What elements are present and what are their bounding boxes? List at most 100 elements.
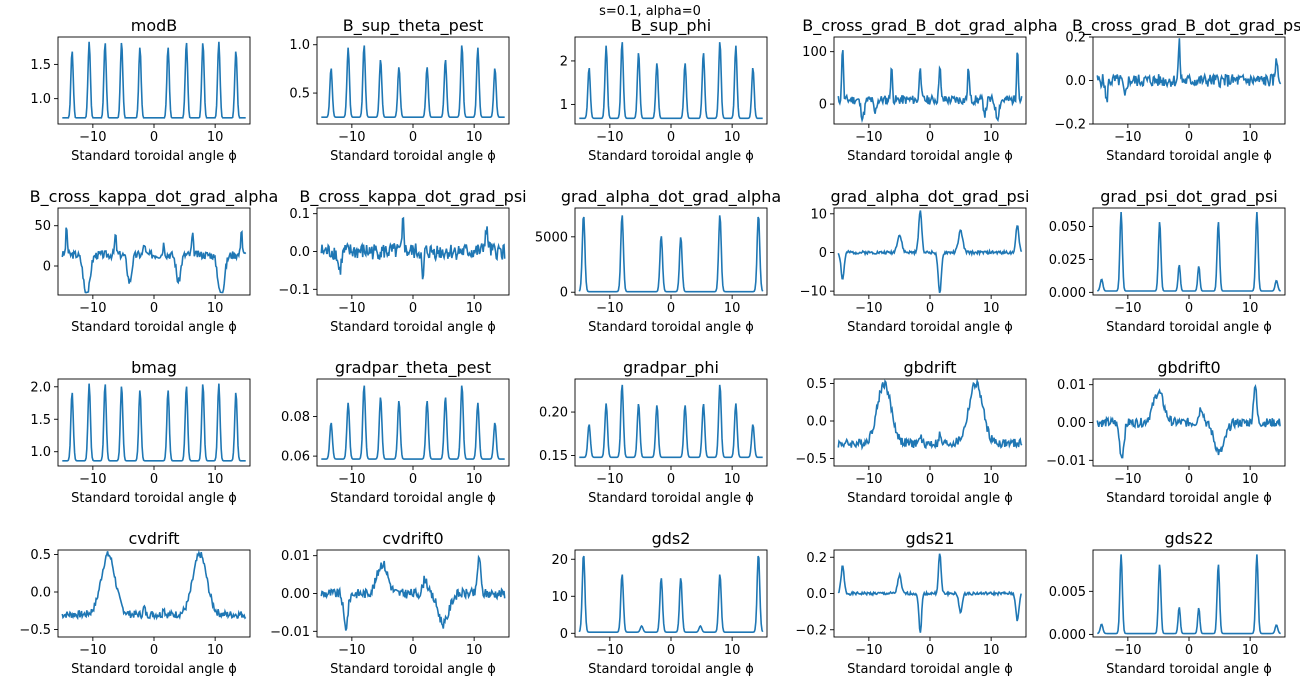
x-tick-label: 10 — [724, 301, 741, 316]
subplot-title: B_cross_grad_B_dot_grad_psi — [1072, 16, 1300, 36]
x-axis-label: Standard toroidal angle ϕ — [847, 320, 1013, 335]
y-tick-label: 0.005 — [1049, 585, 1086, 600]
subplot-title: gradpar_theta_pest — [335, 358, 491, 378]
subplot-title: grad_psi_dot_grad_psi — [1100, 187, 1277, 207]
y-tick-label: 20 — [551, 553, 568, 568]
y-tick-label: 0.0 — [289, 245, 310, 260]
axes-frame — [833, 36, 1027, 125]
x-axis-label: Standard toroidal angle ϕ — [1106, 320, 1272, 335]
x-axis-label: Standard toroidal angle ϕ — [330, 320, 496, 335]
x-tick-label: −10 — [1114, 130, 1141, 145]
y-tick-label: −0.2 — [795, 623, 827, 638]
x-tick-label: −10 — [79, 472, 106, 487]
series-line — [837, 210, 1023, 294]
x-tick-label: −10 — [79, 130, 106, 145]
subplot-title: bmag — [131, 358, 177, 377]
x-tick-label: −10 — [596, 301, 623, 316]
y-tick-label: 0.0 — [1065, 74, 1086, 89]
series-line — [62, 41, 246, 119]
axes-frame — [57, 549, 251, 638]
y-tick-label: −0.1 — [278, 283, 310, 298]
x-tick-label: 0 — [1185, 130, 1193, 145]
subplot-b-sup-theta-pest: B_sup_theta_pest −10 0 10 0.5 1.0 Standard tor… — [289, 16, 510, 164]
x-tick-label: 0 — [1185, 301, 1193, 316]
series-line — [578, 215, 764, 293]
subplot-title: B_cross_grad_B_dot_grad_alpha — [802, 16, 1057, 36]
subplot-title: gds2 — [652, 529, 691, 548]
series-line — [1096, 383, 1281, 459]
subplot-title: gbdrift0 — [1157, 358, 1220, 377]
y-tick-label: 0.15 — [539, 449, 568, 464]
y-tick-label: 2 — [560, 54, 568, 69]
figure-suptitle: s=0.1, alpha=0 — [599, 4, 701, 19]
y-tick-label: 0 — [560, 627, 568, 642]
y-tick-label: 0.08 — [281, 410, 310, 425]
x-tick-label: 10 — [724, 643, 741, 658]
y-tick-label: 2.0 — [30, 380, 51, 395]
subplot-title: modB — [131, 16, 178, 35]
x-axis-label: Standard toroidal angle ϕ — [1106, 149, 1272, 164]
x-tick-label: −10 — [596, 130, 623, 145]
subplot-gds21: gds21 −10 0 10 −0.2 0.0 0.2 Standard toroidal a… — [795, 529, 1027, 677]
y-tick-label: 0.050 — [1049, 220, 1086, 235]
y-tick-label: 0.5 — [806, 377, 827, 392]
x-tick-label: −10 — [338, 472, 365, 487]
y-tick-label: 100 — [802, 45, 827, 60]
y-tick-label: 0.1 — [289, 207, 310, 222]
subplot-b-cross-grad-b-dot-grad-alpha: B_cross_grad_B_dot_grad_alpha−10 0 100100S… — [802, 16, 1058, 164]
x-tick-label: 0 — [926, 130, 934, 145]
x-tick-label: −10 — [855, 301, 882, 316]
series-line — [1096, 38, 1282, 103]
subplot-gds2: gds2 −10 0 10 0 10 20 Standard toroidal angle ϕ — [551, 529, 768, 677]
x-tick-label: 10 — [466, 130, 483, 145]
y-tick-label: 1.5 — [30, 58, 51, 73]
x-tick-label: −10 — [1114, 301, 1141, 316]
x-tick-label: 0 — [409, 130, 417, 145]
x-tick-label: −10 — [1114, 643, 1141, 658]
x-tick-label: −10 — [79, 301, 106, 316]
series-line — [321, 45, 505, 118]
x-tick-label: −10 — [855, 643, 882, 658]
series-line — [579, 384, 763, 459]
x-tick-label: 10 — [207, 643, 224, 658]
y-tick-label: 0.0 — [806, 415, 827, 430]
x-tick-label: −10 — [79, 643, 106, 658]
axes-frame — [833, 378, 1027, 467]
subplot-cvdrift0: cvdrift0 −10 0 10 −0.01 0.00 0.01 Standard toro… — [270, 529, 510, 677]
subplot-title: gds22 — [1164, 529, 1213, 548]
y-tick-label: 0.06 — [281, 450, 310, 465]
y-tick-label: −0.5 — [19, 623, 51, 638]
subplot-title: B_cross_kappa_dot_grad_psi — [299, 187, 526, 207]
x-axis-label: Standard toroidal angle ϕ — [588, 149, 754, 164]
x-tick-label: 0 — [409, 301, 417, 316]
y-tick-label: 1.0 — [289, 38, 310, 53]
x-tick-label: 0 — [667, 472, 675, 487]
subplot-b-cross-kappa-dot-grad-alpha: B_cross_kappa_dot_grad_alpha −10 0 10 0 50 Sta… — [30, 187, 279, 335]
y-tick-label: 50 — [34, 219, 51, 234]
y-tick-label: 1 — [560, 98, 568, 113]
x-tick-label: 10 — [983, 130, 1000, 145]
y-tick-label: 0 — [560, 286, 568, 301]
series-line — [837, 379, 1023, 451]
x-axis-label: Standard toroidal angle ϕ — [330, 149, 496, 164]
subplot-bmag: bmag −10 0 10 1.0 1.5 2.0 Standard toroidal ang… — [30, 358, 251, 506]
x-tick-label: 0 — [667, 130, 675, 145]
subplot-title: gds21 — [905, 529, 954, 548]
y-tick-label: 10 — [810, 207, 827, 222]
x-axis-label: Standard toroidal angle ϕ — [847, 149, 1013, 164]
y-tick-label: 0.000 — [1049, 286, 1086, 301]
subplot-b-sup-phi: B_sup_phi −10 0 10 1 2 Standard toroidal angle… — [560, 16, 768, 164]
subplot-title: cvdrift — [128, 529, 179, 548]
series-line — [1097, 554, 1281, 635]
y-tick-label: −0.5 — [795, 452, 827, 467]
y-tick-label: 0.00 — [281, 587, 310, 602]
series-line — [320, 554, 506, 631]
x-tick-label: −10 — [338, 643, 365, 658]
series-line — [61, 227, 247, 294]
x-tick-label: 0 — [150, 472, 158, 487]
subplot-title: gradpar_phi — [623, 358, 719, 378]
subplot-cvdrift: cvdrift −10 0 10 −0.5 0.0 0.5 Standard toroidal… — [19, 529, 251, 677]
x-tick-label: −10 — [1114, 472, 1141, 487]
